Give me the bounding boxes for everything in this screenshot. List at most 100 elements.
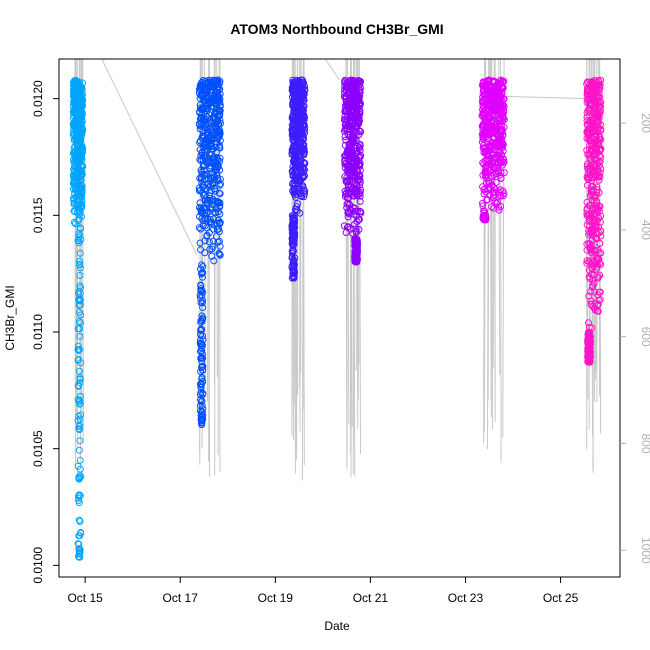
data-point: [348, 101, 356, 109]
series-points: [69, 76, 87, 561]
data-point: [195, 224, 203, 232]
data-point: [216, 250, 224, 258]
data-point: [484, 95, 492, 103]
data-point: [583, 160, 591, 168]
data-point: [71, 180, 79, 188]
data-point: [587, 183, 595, 191]
data-point: [78, 109, 86, 116]
data-point: [596, 93, 604, 101]
data-point: [583, 240, 591, 248]
data-point: [204, 215, 212, 223]
data-point: [479, 134, 487, 142]
data-point: [593, 197, 600, 205]
data-point: [197, 388, 205, 396]
data-point: [293, 207, 301, 215]
data-point: [596, 240, 604, 247]
data-point: [201, 209, 209, 217]
data-point: [354, 241, 361, 249]
data-point: [212, 198, 220, 206]
data-point: [589, 227, 597, 235]
data-point: [346, 123, 353, 131]
data-point: [77, 225, 85, 233]
data-point: [210, 80, 218, 88]
data-point: [291, 229, 299, 237]
data-point: [70, 218, 78, 226]
data-point: [75, 215, 83, 223]
data-point: [201, 249, 209, 257]
data-point: [75, 287, 83, 295]
data-point: [78, 146, 86, 154]
data-point: [357, 128, 365, 136]
data-point: [288, 212, 296, 220]
data-point: [349, 134, 357, 142]
data-point: [198, 419, 205, 427]
data-point: [585, 173, 593, 181]
data-point: [593, 167, 601, 175]
data-point: [495, 203, 503, 211]
data-point: [494, 168, 502, 176]
data-point: [77, 202, 85, 210]
data-point: [344, 81, 352, 89]
data-point: [593, 189, 601, 197]
data-point: [198, 261, 206, 269]
data-point: [479, 199, 486, 207]
data-point: [209, 114, 217, 122]
data-point: [593, 260, 601, 268]
data-point: [76, 375, 84, 383]
data-point: [498, 151, 505, 159]
data-point: [587, 301, 595, 308]
data-point: [351, 220, 359, 228]
data-point: [208, 123, 216, 131]
data-point: [481, 185, 489, 193]
data-point: [76, 118, 84, 126]
data-point: [198, 173, 205, 181]
data-point: [497, 126, 504, 134]
x-axis-label: Date: [324, 619, 350, 633]
data-point: [344, 96, 352, 104]
data-point: [199, 366, 207, 374]
data-point: [77, 411, 85, 419]
data-point: [76, 264, 84, 272]
data-point: [291, 219, 298, 227]
data-point: [489, 99, 497, 106]
data-point: [588, 324, 596, 332]
data-point: [480, 149, 488, 156]
data-point: [206, 86, 214, 94]
data-point: [347, 191, 355, 198]
data-point: [585, 202, 593, 210]
data-point: [495, 206, 503, 214]
data-point: [216, 132, 223, 140]
data-point: [215, 225, 223, 233]
data-point: [480, 142, 488, 149]
data-point: [201, 237, 209, 245]
data-point: [214, 79, 222, 87]
data-point: [74, 346, 82, 354]
data-point: [353, 187, 361, 195]
data-point: [587, 164, 595, 172]
data-point: [292, 88, 300, 96]
data-point: [211, 176, 219, 184]
data-point: [197, 381, 205, 389]
data-point: [289, 265, 297, 273]
data-point: [289, 100, 296, 108]
data-point: [585, 335, 593, 343]
x-tick-label: Oct 19: [258, 591, 294, 605]
data-point: [199, 114, 207, 122]
data-point: [207, 182, 214, 189]
data-point: [75, 491, 83, 499]
data-point: [353, 207, 361, 215]
data-point: [203, 196, 211, 204]
data-point: [299, 174, 307, 182]
data-point: [291, 126, 299, 134]
data-point: [481, 207, 489, 215]
data-point: [586, 192, 594, 200]
data-point: [491, 96, 499, 104]
data-point: [199, 106, 207, 114]
data-point: [496, 158, 504, 166]
data-point: [499, 187, 507, 195]
data-point: [201, 152, 209, 160]
data-point: [481, 115, 488, 123]
data-point: [342, 116, 349, 124]
data-point: [348, 178, 356, 186]
data-point: [583, 259, 591, 267]
